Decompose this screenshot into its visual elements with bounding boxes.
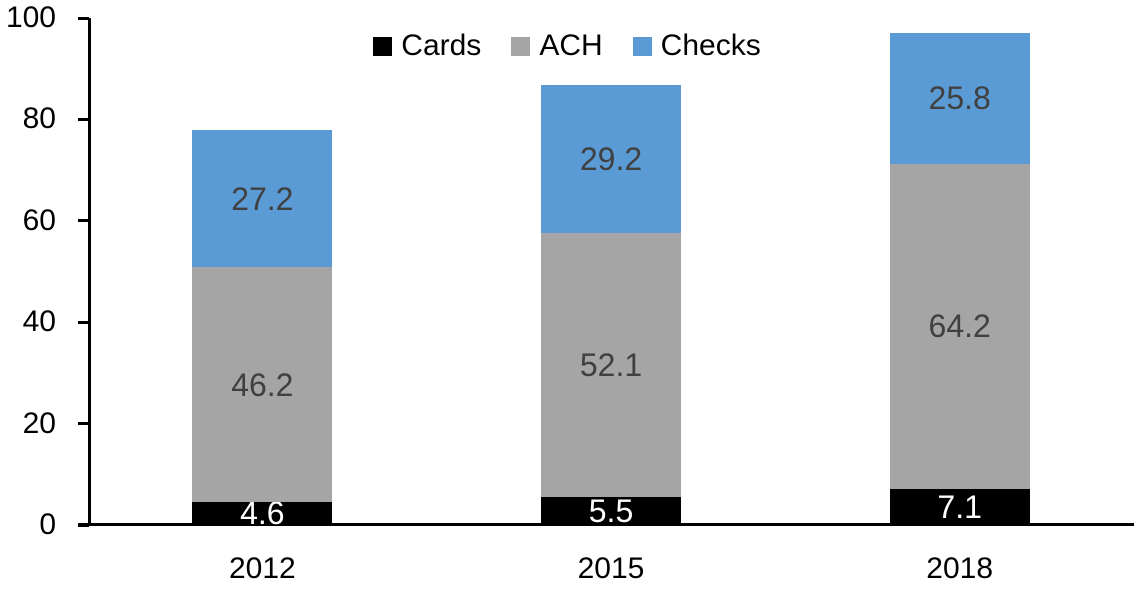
- x-axis-category-label-2012: 2012: [228, 552, 296, 585]
- bar-segment-ach: [192, 267, 333, 502]
- y-axis-tick-label: 60: [22, 203, 56, 237]
- legend-swatch-checks: [632, 36, 652, 56]
- x-axis-category-label-2015: 2015: [577, 552, 645, 585]
- legend-swatch-cards: [373, 36, 393, 56]
- legend-item-cards: Cards: [373, 27, 481, 65]
- legend-label-checks: Checks: [660, 29, 761, 62]
- x-axis-category-label-2018: 2018: [926, 552, 994, 585]
- y-axis-tick-label: 20: [22, 406, 56, 440]
- bar-segment-cards: [192, 501, 333, 525]
- legend-label-cards: Cards: [401, 29, 482, 62]
- y-axis-tick: [78, 523, 89, 527]
- bar-value-label-cards: 7.1: [937, 489, 982, 525]
- bar-value-label-ach: 52.1: [579, 347, 643, 384]
- plot-area: 4.6 46.2 27.2 5.5 52.1 29.2 7.1 64.2 25.8: [88, 18, 1134, 531]
- y-axis-tick-label: 0: [39, 508, 56, 541]
- bar-segment-checks: [541, 84, 681, 233]
- legend-item-ach: ACH: [511, 27, 603, 65]
- bar-value-label-checks: 27.2: [231, 180, 294, 217]
- legend-item-checks: Checks: [632, 27, 761, 65]
- chart-legend: Cards ACH Checks: [0, 27, 1134, 65]
- bar-segment-ach: [889, 163, 1030, 490]
- bar-segment-checks: [192, 129, 333, 268]
- bar-segment-ach: [541, 232, 681, 498]
- legend-swatch-ach: [511, 36, 531, 56]
- bar-segment-cards: [889, 489, 1030, 525]
- y-axis-tick: [78, 16, 89, 20]
- y-axis-tick: [78, 117, 89, 121]
- y-axis-tick-label: 100: [5, 1, 56, 34]
- legend-label-ach: ACH: [539, 29, 603, 62]
- y-axis-tick: [78, 422, 89, 426]
- y-axis-tick-label: 80: [22, 102, 56, 136]
- y-axis-tick: [78, 219, 89, 223]
- bar-value-label-cards: 5.5: [588, 493, 634, 530]
- bar-value-label-ach: 64.2: [928, 308, 991, 345]
- bar-segment-cards: [541, 497, 681, 525]
- bar-value-label-checks: 25.8: [928, 80, 991, 117]
- y-axis-line: [88, 18, 91, 526]
- y-axis-tick: [78, 320, 89, 324]
- y-axis-tick-label: 40: [22, 305, 56, 339]
- bar-segment-checks: [889, 32, 1030, 164]
- bar-value-label-checks: 29.2: [579, 140, 643, 177]
- bar-value-label-ach: 46.2: [231, 366, 294, 403]
